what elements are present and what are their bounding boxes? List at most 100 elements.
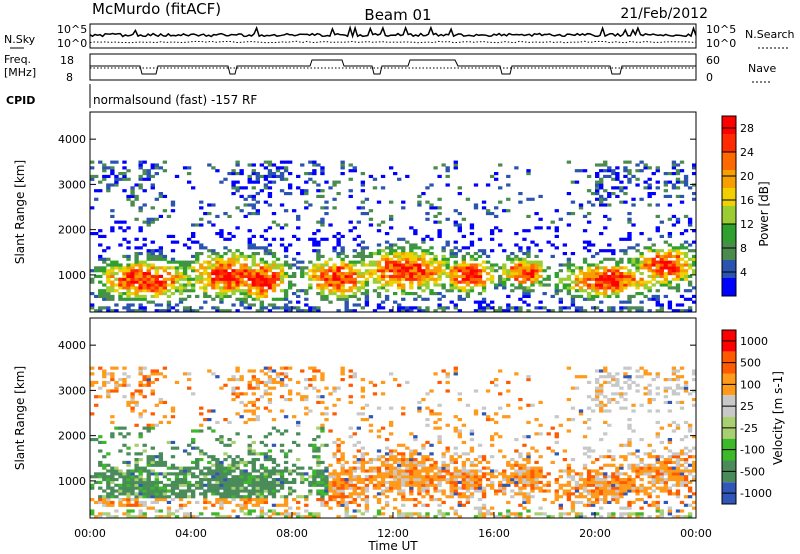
velocity-cell [215,458,220,462]
velocity-cell [603,486,608,490]
velocity-cell [469,460,475,465]
velocity-cell [526,466,531,470]
velocity-cell [643,466,648,470]
power-cell [279,263,285,267]
power-cell [582,277,588,281]
velocity-cell [150,389,155,393]
velocity-cell [582,375,588,379]
velocity-cell [647,486,652,490]
power-cell [639,300,644,304]
power-cell [154,283,159,287]
power-cell [255,252,260,256]
power-cell [243,274,248,279]
velocity-cell [433,466,438,470]
velocity-cell [397,486,402,490]
power-cell [643,257,648,261]
velocity-cell [368,469,374,473]
power-cell [401,297,406,301]
velocity-cell [441,489,446,493]
velocity-cell [223,492,228,496]
velocity-cell [506,509,511,513]
velocity-cell [356,509,361,513]
power-cell [98,280,103,284]
power-cell [453,240,458,244]
velocity-cell [227,463,232,467]
velocity-cell [90,380,95,385]
velocity-cell [627,386,632,390]
power-cell [255,272,260,276]
velocity-cell [279,475,285,479]
velocity-cell [231,495,236,499]
power-cell [425,272,430,276]
velocity-cell [627,383,632,387]
power-cell [98,257,103,261]
velocity-cell [243,460,248,465]
power-colorbar-swatch [722,116,736,134]
power-cell [267,280,273,284]
power-cell [417,286,422,290]
power-cell [336,286,341,290]
velocity-cell [332,386,337,390]
velocity-cell [126,400,131,405]
velocity-cell [114,489,119,493]
power-cell [360,206,366,210]
power-cell [631,257,636,261]
velocity-cell [502,472,507,476]
velocity-cell [494,383,499,387]
velocity-cell [538,480,543,485]
power-cell [162,194,168,199]
power-cell [611,252,616,256]
power-cell [219,180,224,184]
velocity-cell [655,500,660,505]
power-cell [283,309,289,313]
velocity-cell [623,480,628,485]
power-cell [611,274,616,279]
velocity-cell [235,483,240,487]
power-cell [223,294,228,299]
power-cell [174,309,180,313]
velocity-cell [170,498,176,502]
velocity-cell [243,403,248,407]
velocity-cell [647,398,652,402]
velocity-cell [376,475,382,479]
velocity-cell [312,483,317,487]
power-cell [207,203,212,207]
power-cell [578,206,584,210]
power-colorbar-tick-label: 4 [740,266,747,279]
velocity-cell [243,420,248,425]
velocity-cell [255,495,260,499]
power-cell [380,272,386,276]
power-cell [336,243,341,247]
power-cell [485,272,491,276]
power-cell [393,292,398,296]
power-cell [663,252,669,256]
velocity-cell [247,478,252,482]
power-cell [639,283,644,287]
power-cell [683,177,689,181]
velocity-cell [166,509,172,513]
velocity-cell [405,380,410,385]
power-cell [574,294,580,299]
velocity-cell [627,500,632,505]
power-cell [231,186,236,190]
power-cell [683,277,689,281]
power-cell [235,297,240,301]
power-cell [667,194,673,199]
power-cell [336,237,341,241]
velocity-cell [376,406,382,410]
power-cell [409,309,414,313]
velocity-cell [578,409,584,413]
power-cell [110,266,115,270]
velocity-cell [219,435,224,439]
velocity-cell [639,483,644,487]
velocity-cell [611,492,616,496]
velocity-cell [433,498,438,502]
power-cell [376,306,382,310]
power-cell [336,277,341,281]
power-cell [279,274,285,279]
power-cell [603,203,608,207]
velocity-cell [332,486,337,490]
velocity-cell [279,380,285,385]
power-cell [150,163,155,167]
power-cell [275,257,281,261]
